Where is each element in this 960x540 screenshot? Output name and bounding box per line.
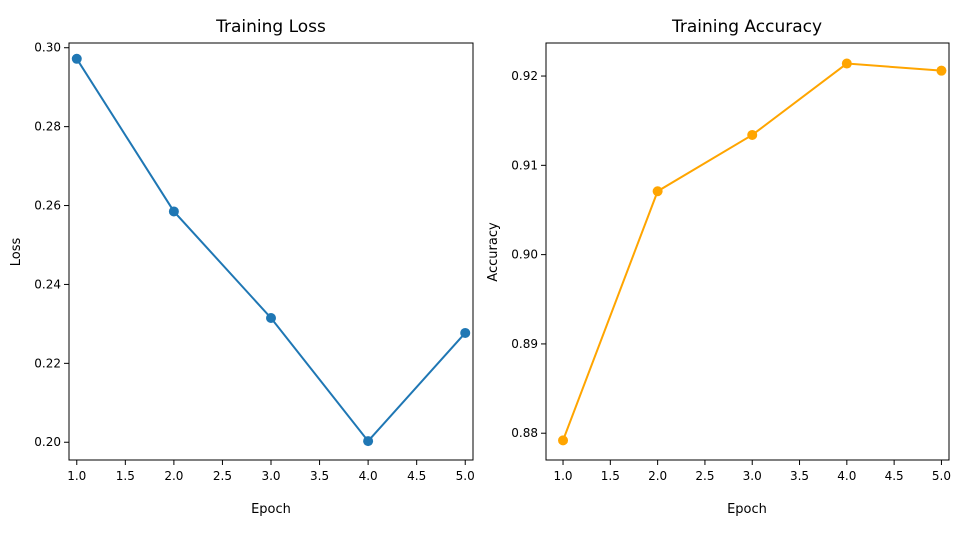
loss-y-tick-label: 0.24 (34, 277, 61, 291)
loss-x-tick-label: 3.0 (261, 469, 280, 483)
accuracy-plot-frame (545, 42, 950, 461)
loss-data-point (460, 327, 471, 338)
loss-x-tick-label: 4.0 (359, 469, 378, 483)
loss-data-point (168, 206, 179, 217)
loss-y-tick-label: 0.26 (34, 199, 61, 213)
loss-y-ticks: 0.20 0.22 0.24 0.26 0.28 0.30 (34, 41, 69, 449)
loss-y-tick-label: 0.22 (34, 356, 61, 370)
loss-data-point (266, 312, 276, 323)
accuracy-x-tick-label: 1.0 (553, 469, 572, 483)
loss-y-tick-label: 0.20 (34, 435, 61, 449)
loss-x-tick-label: 2.0 (164, 469, 183, 483)
accuracy-y-axis-label: Accuracy (486, 222, 501, 282)
accuracy-x-tick-label: 2.0 (648, 469, 667, 483)
loss-chart-title: Training Loss (215, 17, 326, 37)
accuracy-x-tick-label: 3.5 (790, 469, 809, 483)
accuracy-x-tick-label: 3.0 (743, 469, 762, 483)
accuracy-y-tick-label: 0.89 (511, 337, 538, 351)
loss-x-tick-label: 2.5 (213, 469, 232, 483)
accuracy-x-tick-label: 5.0 (932, 469, 951, 483)
accuracy-chart-title: Training Accuracy (671, 17, 822, 37)
loss-data-point (363, 436, 374, 447)
accuracy-data-point (558, 435, 569, 446)
loss-y-tick-label: 0.28 (34, 120, 61, 134)
loss-y-axis-label: Loss (9, 238, 24, 267)
accuracy-x-tick-label: 4.0 (837, 469, 856, 483)
accuracy-y-tick-label: 0.91 (511, 158, 538, 172)
loss-chart: Training Loss 1.0 1.5 2.0 2.5 3.0 3.5 4.0 4.5 5.… (9, 17, 475, 517)
accuracy-x-tick-label: 1.5 (601, 469, 620, 483)
accuracy-y-tick-label: 0.90 (511, 248, 538, 262)
accuracy-y-tick-label: 0.92 (511, 69, 538, 83)
accuracy-data-point (747, 129, 758, 140)
loss-x-tick-label: 4.5 (407, 469, 426, 483)
loss-data-point (71, 53, 82, 64)
accuracy-data-point (936, 65, 947, 76)
accuracy-chart: Training Accuracy 1.0 1.5 2.0 2.5 3.0 3.5 4.0 4… (486, 17, 951, 517)
loss-x-tick-label: 5.0 (456, 469, 475, 483)
loss-x-tick-label: 1.0 (67, 469, 86, 483)
accuracy-y-ticks: 0.88 0.89 0.90 0.91 0.92 (511, 69, 546, 440)
accuracy-x-tick-label: 2.5 (695, 469, 714, 483)
loss-x-ticks: 1.0 1.5 2.0 2.5 3.0 3.5 4.0 4.5 5.0 (67, 460, 475, 483)
accuracy-data-point (652, 186, 663, 197)
accuracy-x-ticks: 1.0 1.5 2.0 2.5 3.0 3.5 4.0 4.5 5.0 (553, 460, 951, 483)
accuracy-x-tick-label: 4.5 (885, 469, 904, 483)
loss-y-tick-label: 0.30 (34, 41, 61, 55)
loss-series (71, 53, 471, 447)
accuracy-series (558, 58, 947, 446)
loss-x-tick-label: 1.5 (116, 469, 135, 483)
accuracy-y-tick-label: 0.88 (511, 426, 538, 440)
loss-x-axis-label: Epoch (251, 502, 291, 517)
accuracy-x-axis-label: Epoch (727, 502, 767, 517)
loss-x-tick-label: 3.5 (310, 469, 329, 483)
accuracy-data-point (841, 58, 852, 69)
